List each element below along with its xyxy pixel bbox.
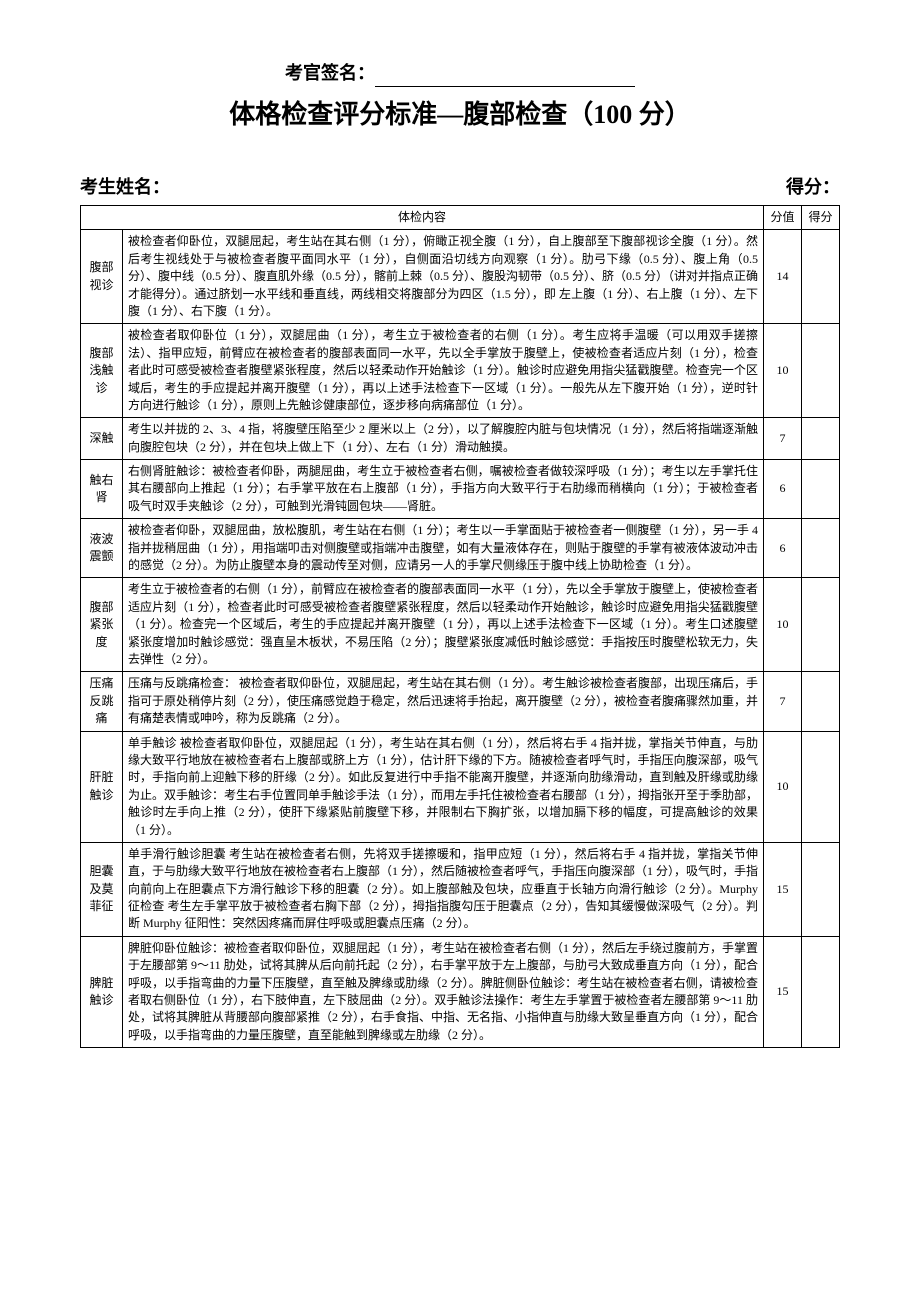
row-content: 压痛与反跳痛检查： 被检查者取仰卧位，双腿屈起，考生站在其右侧（1 分）。考生触… [123, 672, 764, 731]
examiner-signature-row: 考官签名： [80, 60, 840, 87]
row-result [802, 578, 840, 672]
row-result [802, 230, 840, 324]
table-row: 触右肾右侧肾脏触诊：被检查者仰卧，两腿屈曲，考生立于被检查者右侧，嘱被检查者做较… [81, 460, 840, 519]
row-content: 被检查者仰卧，双腿屈曲，放松腹肌，考生站在右侧（1 分）；考生以一手掌面贴于被检… [123, 519, 764, 578]
row-score: 10 [764, 731, 802, 842]
header-content: 体检内容 [81, 206, 764, 230]
row-content: 被检查者仰卧位，双腿屈起，考生站在其右侧（1 分），俯瞰正视全腹（1 分），自上… [123, 230, 764, 324]
table-row: 肝脏触诊单手触诊 被检查者取仰卧位，双腿屈起（1 分），考生站在其右侧（1 分）… [81, 731, 840, 842]
table-row: 胆囊及莫菲征单手滑行触诊胆囊 考生站在被检查者右侧，先将双手搓擦暖和，指甲应短（… [81, 842, 840, 936]
row-score: 7 [764, 418, 802, 460]
row-content: 单手触诊 被检查者取仰卧位，双腿屈起（1 分），考生站在其右侧（1 分），然后将… [123, 731, 764, 842]
row-score: 7 [764, 672, 802, 731]
row-score: 10 [764, 324, 802, 418]
row-label: 腹部浅触诊 [81, 324, 123, 418]
signature-line [375, 67, 635, 87]
table-row: 液波震颤被检查者仰卧，双腿屈曲，放松腹肌，考生站在右侧（1 分）；考生以一手掌面… [81, 519, 840, 578]
row-result [802, 842, 840, 936]
row-content: 考生以并拢的 2、3、4 指，将腹壁压陷至少 2 厘米以上（2 分），以了解腹腔… [123, 418, 764, 460]
row-label: 腹部视诊 [81, 230, 123, 324]
row-content: 被检查者取仰卧位（1 分），双腿屈曲（1 分），考生立于被检查者的右侧（1 分）… [123, 324, 764, 418]
row-score: 14 [764, 230, 802, 324]
header-score: 分值 [764, 206, 802, 230]
row-content: 脾脏仰卧位触诊：被检查者取仰卧位，双腿屈起（1 分），考生站在被检查者右侧（1 … [123, 936, 764, 1047]
row-result [802, 672, 840, 731]
row-result [802, 324, 840, 418]
candidate-label: 考生姓名： [80, 174, 170, 201]
row-label: 压痛反跳痛 [81, 672, 123, 731]
meta-row: 考生姓名： 得分： [80, 174, 840, 201]
row-label: 液波震颤 [81, 519, 123, 578]
row-score: 6 [764, 460, 802, 519]
score-table: 体检内容 分值 得分 腹部视诊被检查者仰卧位，双腿屈起，考生站在其右侧（1 分）… [80, 205, 840, 1048]
row-content: 单手滑行触诊胆囊 考生站在被检查者右侧，先将双手搓擦暖和，指甲应短（1 分），然… [123, 842, 764, 936]
table-row: 腹部紧张度考生立于被检查者的右侧（1 分），前臂应在被检查者的腹部表面同一水平（… [81, 578, 840, 672]
row-result [802, 936, 840, 1047]
table-row: 压痛反跳痛压痛与反跳痛检查： 被检查者取仰卧位，双腿屈起，考生站在其右侧（1 分… [81, 672, 840, 731]
header-result: 得分 [802, 206, 840, 230]
row-result [802, 418, 840, 460]
table-header-row: 体检内容 分值 得分 [81, 206, 840, 230]
row-result [802, 519, 840, 578]
row-label: 触右肾 [81, 460, 123, 519]
row-label: 肝脏触诊 [81, 731, 123, 842]
table-row: 脾脏触诊脾脏仰卧位触诊：被检查者取仰卧位，双腿屈起（1 分），考生站在被检查者右… [81, 936, 840, 1047]
row-score: 10 [764, 578, 802, 672]
row-score: 6 [764, 519, 802, 578]
row-score: 15 [764, 936, 802, 1047]
row-score: 15 [764, 842, 802, 936]
page-title: 体格检查评分标准—腹部检查（100 分） [80, 95, 840, 134]
row-content: 考生立于被检查者的右侧（1 分），前臂应在被检查者的腹部表面同一水平（1 分），… [123, 578, 764, 672]
row-result [802, 460, 840, 519]
row-label: 脾脏触诊 [81, 936, 123, 1047]
table-row: 深触考生以并拢的 2、3、4 指，将腹壁压陷至少 2 厘米以上（2 分），以了解… [81, 418, 840, 460]
table-row: 腹部浅触诊被检查者取仰卧位（1 分），双腿屈曲（1 分），考生立于被检查者的右侧… [81, 324, 840, 418]
row-result [802, 731, 840, 842]
signature-label: 考官签名： [285, 63, 375, 83]
row-label: 深触 [81, 418, 123, 460]
row-label: 胆囊及莫菲征 [81, 842, 123, 936]
row-content: 右侧肾脏触诊：被检查者仰卧，两腿屈曲，考生立于被检查者右侧，嘱被检查者做较深呼吸… [123, 460, 764, 519]
row-label: 腹部紧张度 [81, 578, 123, 672]
score-label: 得分： [786, 174, 840, 201]
table-row: 腹部视诊被检查者仰卧位，双腿屈起，考生站在其右侧（1 分），俯瞰正视全腹（1 分… [81, 230, 840, 324]
